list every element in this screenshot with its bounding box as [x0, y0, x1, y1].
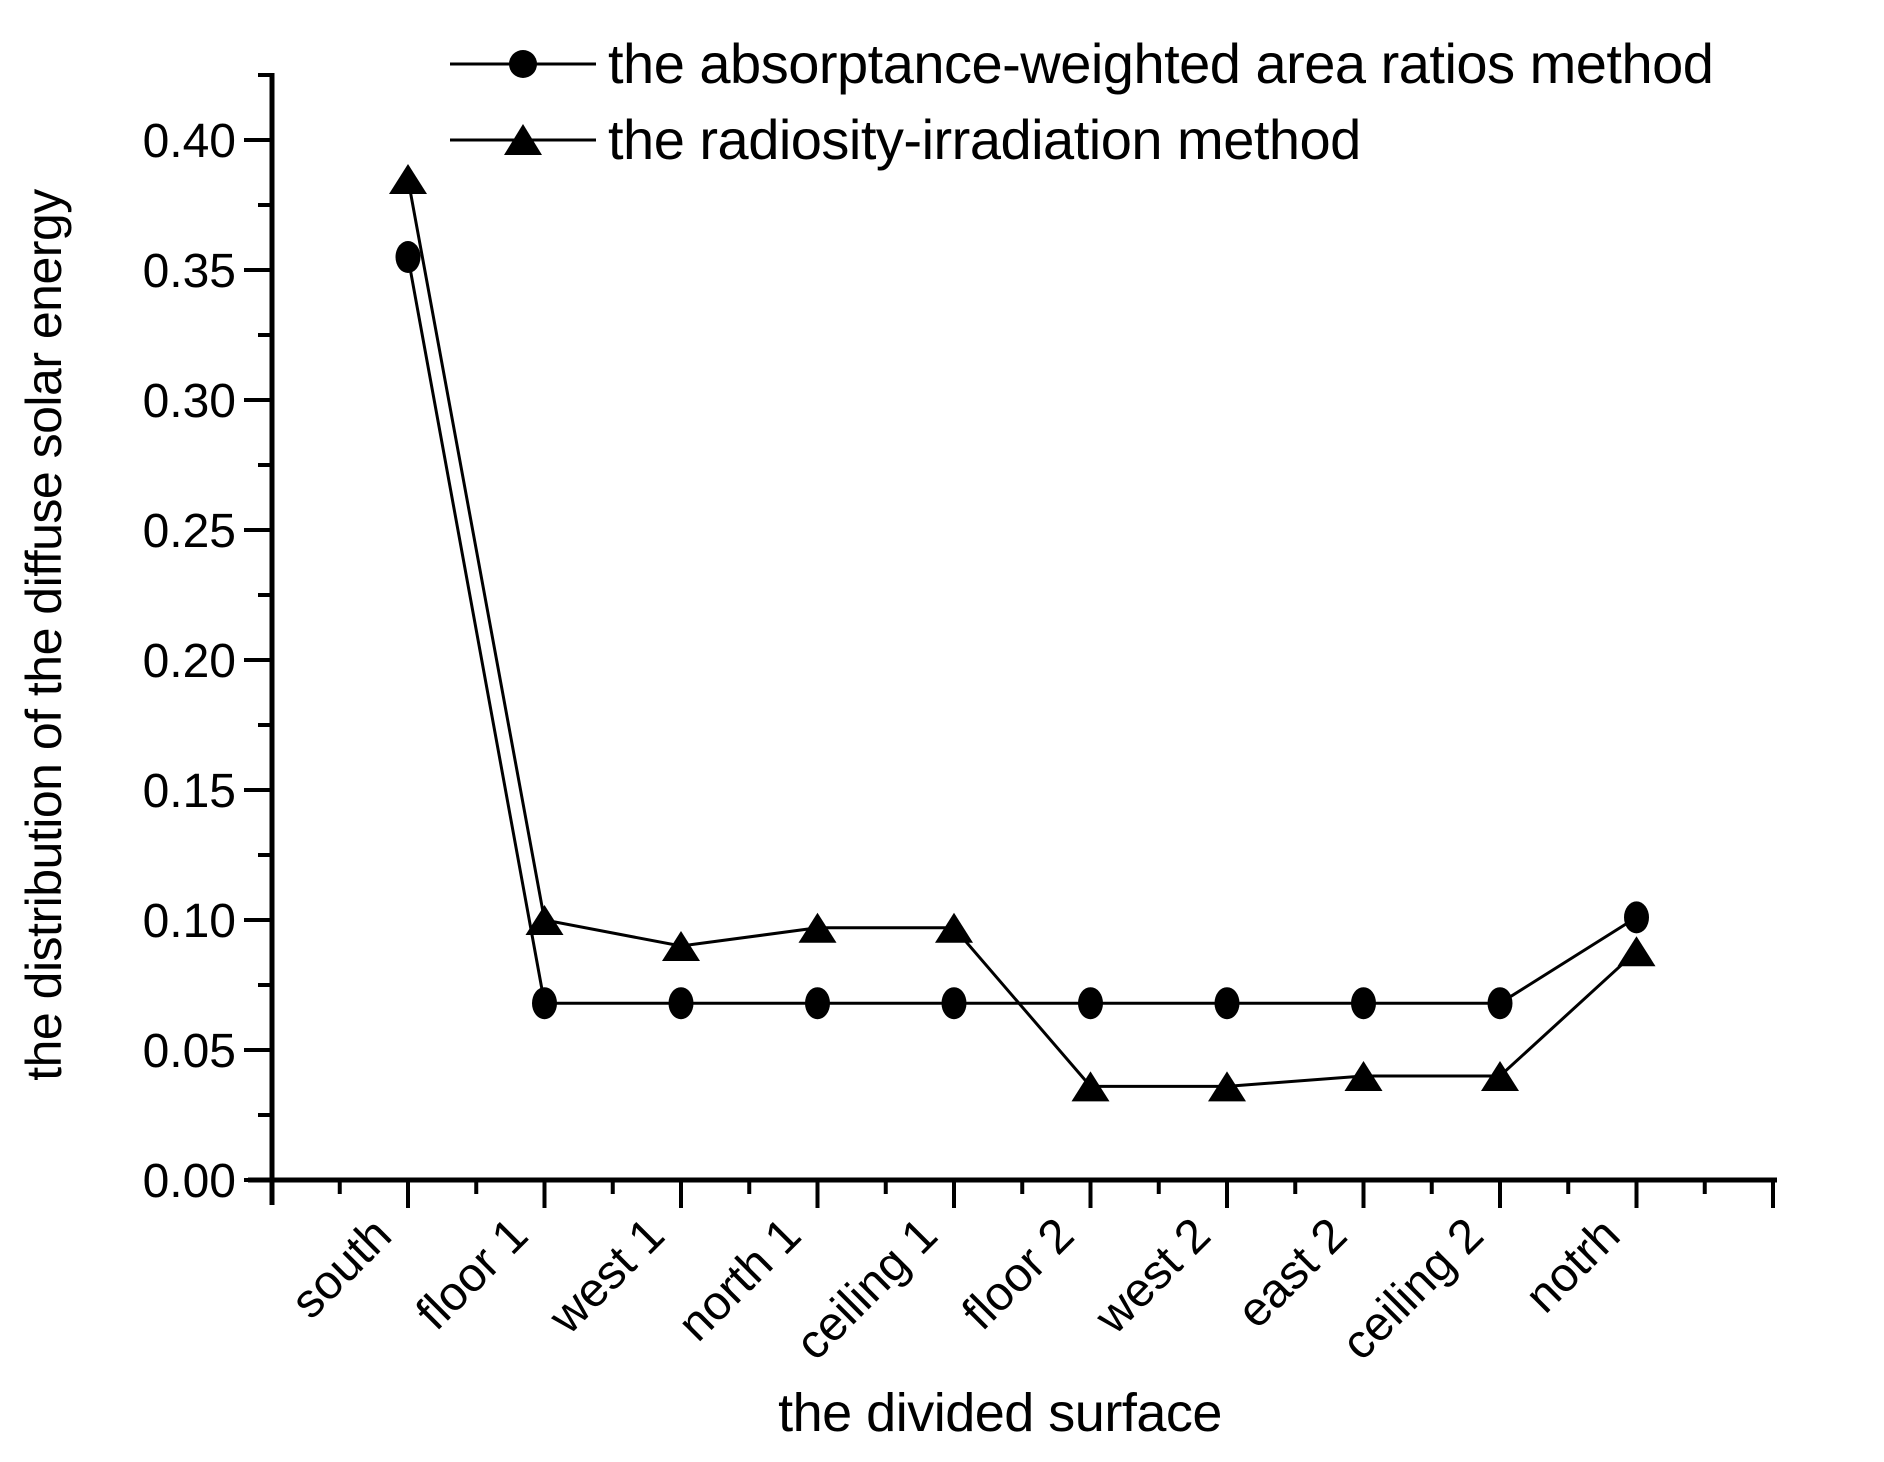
data-point-circle	[1214, 987, 1240, 1020]
data-point-triangle	[662, 931, 700, 961]
data-point-circle	[395, 241, 421, 273]
series-line-radiosity	[406, 178, 1638, 1088]
legend-circle-marker-icon	[450, 50, 596, 78]
legend-label: the absorptance-weighted area ratios met…	[608, 32, 1714, 95]
data-point-circle	[668, 987, 694, 1020]
x-tick-label: floor 1	[406, 1208, 538, 1340]
data-point-triangle	[935, 912, 973, 943]
y-tick-label: 0.10	[143, 895, 236, 948]
x-tick-label: ceiling 1	[786, 1208, 948, 1370]
x-tick-label: south	[281, 1208, 402, 1329]
data-point-circle	[805, 987, 830, 1020]
data-point-circle	[1078, 987, 1103, 1020]
data-point-circle	[1487, 987, 1513, 1020]
y-axis-title: the distribution of the diffuse solar en…	[16, 189, 72, 1081]
y-tick-label: 0.00	[143, 1155, 236, 1208]
data-point-circle	[532, 987, 557, 1020]
x-tick-label: notrh	[1515, 1208, 1630, 1323]
x-tick-label: west 2	[1084, 1208, 1220, 1344]
y-tick-label: 0.40	[143, 115, 236, 168]
data-point-circle	[941, 987, 967, 1020]
data-point-triangle	[1071, 1071, 1110, 1102]
y-tick-label: 0.35	[143, 245, 236, 298]
x-tick-label: ceiling 2	[1332, 1208, 1494, 1370]
y-tick-label: 0.15	[143, 765, 236, 818]
data-point-triangle	[525, 905, 564, 935]
data-point-triangle	[1617, 936, 1656, 967]
x-axis-title: the divided surface	[778, 1383, 1222, 1443]
data-point-triangle	[389, 164, 427, 194]
legend-item-radiosity: the radiosity-irradiation method	[448, 112, 1361, 168]
y-tick-label: 0.25	[143, 505, 236, 558]
legend-label: the radiosity-irradiation method	[608, 108, 1361, 171]
data-point-triangle	[798, 912, 837, 943]
y-tick-label: 0.30	[143, 375, 236, 428]
data-point-triangle	[1344, 1061, 1383, 1091]
x-tick-label: floor 2	[952, 1208, 1084, 1340]
data-point-circle	[1624, 901, 1649, 934]
x-tick-label: west 1	[538, 1208, 674, 1344]
data-point-triangle	[1481, 1061, 1519, 1091]
y-tick-label: 0.05	[143, 1025, 236, 1078]
data-point-triangle	[1208, 1071, 1246, 1102]
legend-item-absorptance: the absorptance-weighted area ratios met…	[448, 32, 1714, 95]
y-tick-label: 0.20	[143, 635, 236, 688]
x-tick-label: east 2	[1227, 1208, 1357, 1338]
legend-triangle-marker-icon	[450, 124, 596, 155]
data-point-circle	[1351, 987, 1376, 1020]
series-line-absorptance	[406, 256, 1638, 1005]
